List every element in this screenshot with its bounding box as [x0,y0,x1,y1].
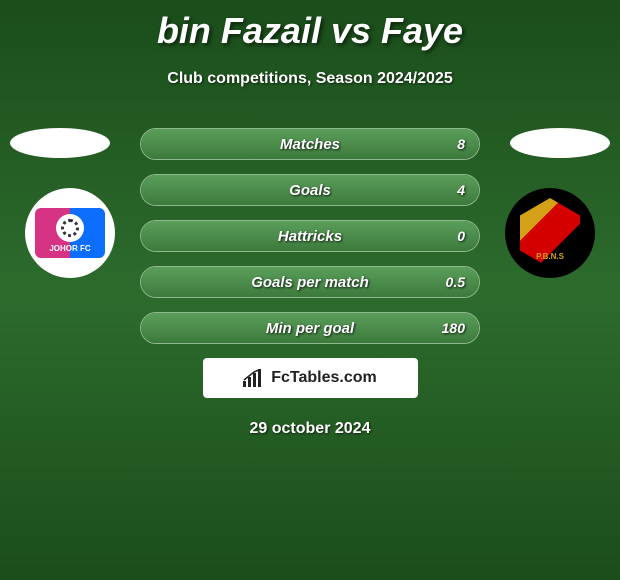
stat-label: Matches [141,136,479,153]
player-right-logo: P.B.N.S [505,188,595,278]
stat-value: 0 [457,228,465,244]
brand-badge[interactable]: FcTables.com [203,358,418,398]
player-right-flag [510,128,610,158]
stats-container: Matches 8 Goals 4 Hattricks 0 Goals per … [140,128,480,344]
stat-value: 4 [457,182,465,198]
player-right-logo-text: P.B.N.S [510,252,590,261]
page-title: bin Fazail vs Faye [0,0,620,52]
footer-date: 29 october 2024 [0,420,620,438]
stat-label: Hattricks [141,228,479,245]
stat-label: Goals per match [141,274,479,291]
comparison-content: JOHOR FC P.B.N.S Matches 8 Goals 4 Hattr… [0,128,620,438]
stat-label: Goals [141,182,479,199]
player-left-flag [10,128,110,158]
stat-row: Goals 4 [140,174,480,206]
stat-label: Min per goal [141,320,479,337]
stat-row: Matches 8 [140,128,480,160]
stat-row: Hattricks 0 [140,220,480,252]
gear-icon [56,214,84,242]
stat-value: 0.5 [446,274,465,290]
bar-chart-icon [243,369,265,387]
player-left-logo-text: JOHOR FC [49,244,90,253]
stat-row: Goals per match 0.5 [140,266,480,298]
page-subtitle: Club competitions, Season 2024/2025 [0,70,620,88]
stat-value: 180 [442,320,465,336]
player-left-logo: JOHOR FC [25,188,115,278]
stat-value: 8 [457,136,465,152]
brand-text: FcTables.com [271,369,377,387]
stat-row: Min per goal 180 [140,312,480,344]
